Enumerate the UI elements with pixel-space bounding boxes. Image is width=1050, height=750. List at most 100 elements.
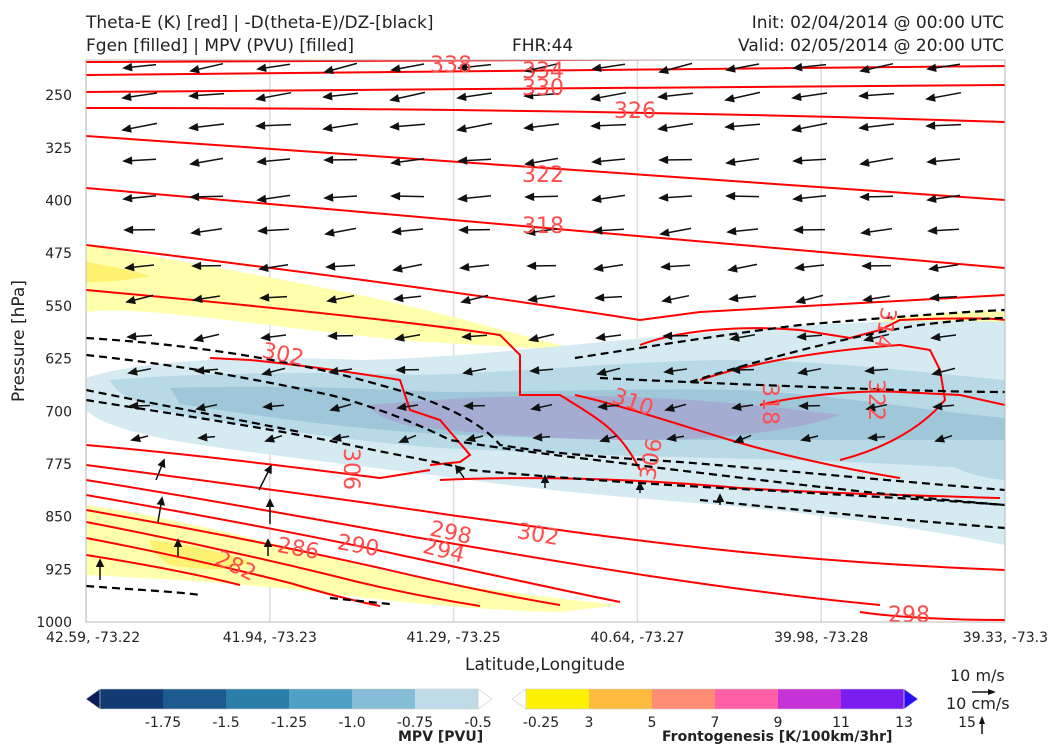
wind-vector-head-icon: [591, 63, 602, 73]
wind-vector-head-icon: [729, 333, 740, 342]
y-tick-label: 700: [45, 404, 72, 420]
mpv-region-right: [930, 450, 1005, 480]
wind-vector-head-icon: [798, 401, 809, 411]
wind-vector-head-icon: [394, 333, 405, 342]
wind-vector-head-icon: [858, 122, 869, 132]
colorbar-tick-label: 3: [585, 715, 594, 731]
wind-vector-head-icon: [792, 193, 803, 203]
wind-vector-head-icon: [128, 401, 139, 411]
wind-vector-head-icon: [465, 433, 476, 443]
dthetae-contour-4: [86, 388, 301, 434]
theta-e-contours: [86, 60, 1005, 621]
wind-key-vertical-label: 10 cm/s: [946, 694, 1010, 713]
theta-e-label: 338: [430, 53, 472, 78]
wind-vector-head-icon: [635, 481, 645, 491]
x-tick-label: 39.33, -73.3: [963, 630, 1048, 646]
wind-vector-head-icon: [930, 332, 941, 342]
y-tick-label: 250: [45, 88, 72, 104]
mpv-colorbar: [85, 688, 493, 710]
wind-vector-head-icon: [661, 295, 672, 304]
wind-vector-head-icon: [524, 192, 535, 202]
wind-vector-head-icon: [463, 401, 474, 411]
wind-vector-head-icon: [323, 65, 334, 74]
colorbar-tick-label: -1.75: [145, 715, 181, 731]
colorbar-cell: [163, 689, 227, 709]
colorbar-tick-label: 5: [648, 715, 657, 731]
wind-vector-head-icon: [864, 366, 875, 375]
wind-vector-head-icon: [858, 91, 869, 100]
wind-vector-head-icon: [726, 226, 737, 236]
wind-vector-head-icon: [459, 262, 470, 272]
colorbar-cell: [715, 689, 779, 709]
wind-vector-head-icon: [324, 228, 335, 237]
colorbar-tick-label: -1.25: [271, 715, 307, 731]
wind-vector-head-icon: [122, 193, 133, 203]
wind-vector-head-icon: [859, 158, 870, 167]
wind-vector-head-icon: [261, 367, 272, 377]
wind-vector-head-icon: [932, 402, 943, 411]
wind-vector-head-icon: [457, 156, 468, 165]
dthetae-contour-2: [86, 353, 1005, 507]
y-tick-label: 400: [45, 194, 72, 210]
colorbar-tick-label: -0.5: [464, 715, 491, 731]
wind-vector-head-icon: [265, 498, 275, 508]
theta-e-label: 322: [863, 379, 888, 421]
wind-vector-head-icon: [130, 433, 141, 443]
wind-vector-head-icon: [389, 94, 400, 103]
wind-key: 10 m/s 10 cm/s: [946, 666, 1010, 734]
wind-vector-head-icon: [264, 464, 272, 475]
wind-vector-head-icon: [925, 93, 936, 102]
y-tick-label: 1000: [36, 615, 72, 631]
x-tick-label: 41.29, -73.25: [407, 630, 501, 646]
wind-vector-head-icon: [725, 157, 736, 167]
wind-vector-head-icon: [791, 124, 802, 133]
wind-vector-head-icon: [188, 122, 199, 132]
title-left-line2: Fgen [filled] | MPV (PVU) [filled]: [86, 36, 355, 56]
wind-vector-head-icon: [715, 493, 725, 503]
wind-vector-head-icon: [529, 366, 540, 375]
wind-vector-head-icon: [525, 227, 536, 237]
wind-vector-head-icon: [724, 94, 735, 103]
title-right-valid: Valid: 02/05/2014 @ 20:00 UTC: [738, 36, 1004, 56]
wind-vector-head-icon: [859, 192, 870, 202]
wind-vector-head-icon: [127, 367, 138, 376]
wind-vector-head-icon: [595, 332, 606, 342]
colorbar-arrow-left: [85, 688, 101, 710]
theta-e-contour-e: [86, 494, 621, 603]
wind-vector-head-icon: [927, 226, 938, 235]
wind-vector-head-icon: [663, 366, 674, 376]
wind-vector-head-icon: [590, 93, 601, 102]
wind-vector-head-icon: [526, 261, 537, 271]
wind-vector-head-icon: [596, 367, 607, 377]
wind-vector-head-icon: [590, 121, 601, 130]
y-tick-label: 550: [45, 299, 72, 315]
theta-e-contour-g: [86, 521, 481, 607]
wind-vector-head-icon: [730, 365, 741, 375]
wind-vector-head-icon: [326, 295, 337, 304]
wind-vector-head-icon: [926, 194, 937, 204]
colorbar-cell: [526, 689, 590, 709]
wind-vector-head-icon: [926, 63, 937, 73]
wind-vector-head-icon: [797, 367, 808, 376]
theta-e-contour-330: [86, 84, 1005, 93]
wind-vector-head-icon: [658, 65, 669, 74]
colorbar-tick-label: -1.0: [338, 715, 365, 731]
wind-vector-head-icon: [259, 293, 270, 302]
wind-vector-head-icon: [867, 433, 878, 442]
theta-e-label: 318: [757, 383, 782, 425]
plot-frame: [85, 59, 1006, 623]
wind-vector-head-icon: [592, 226, 603, 235]
wind-vector-head-icon: [121, 124, 132, 133]
wind-vector-head-icon: [458, 225, 469, 235]
wind-vector-head-icon: [123, 225, 134, 235]
colorbar-cell: [289, 689, 353, 709]
y-tick-label: 475: [45, 246, 72, 262]
wind-vector-head-icon: [260, 332, 271, 342]
theta-e-contour-318: [86, 187, 1005, 269]
wind-vector-head-icon: [660, 262, 671, 271]
wind-vector-head-icon: [530, 403, 541, 412]
y-tick-label: 325: [45, 141, 72, 157]
theta-e-contour-a: [86, 244, 1005, 322]
wind-vector-head-icon: [122, 62, 133, 72]
